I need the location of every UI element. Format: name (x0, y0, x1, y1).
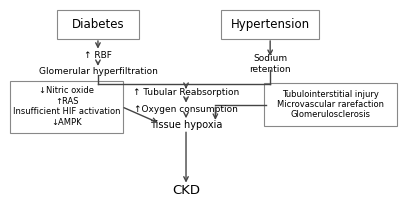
Text: Glomerular hyperfiltration: Glomerular hyperfiltration (38, 67, 157, 76)
Text: CKD: CKD (172, 184, 200, 197)
FancyBboxPatch shape (10, 81, 123, 133)
Text: Tissue hypoxia: Tissue hypoxia (150, 120, 222, 130)
Text: Hypertension: Hypertension (230, 18, 310, 31)
Text: ↑ Tubular Reabsorption: ↑ Tubular Reabsorption (133, 88, 239, 97)
FancyBboxPatch shape (221, 10, 319, 39)
Text: ↑Oxygen consumption: ↑Oxygen consumption (134, 104, 238, 113)
Text: ↑ RBF: ↑ RBF (84, 51, 112, 60)
Text: Diabetes: Diabetes (72, 18, 124, 31)
FancyBboxPatch shape (57, 10, 139, 39)
Text: ↓Nitric oxide
↑RAS
Insufficient HIF activation
↓AMPK: ↓Nitric oxide ↑RAS Insufficient HIF acti… (13, 87, 120, 127)
Text: Sodium
retention: Sodium retention (249, 54, 291, 74)
FancyBboxPatch shape (264, 83, 397, 126)
Text: Tubulointerstitial injury
Microvascular rarefaction
Glomerulosclerosis: Tubulointerstitial injury Microvascular … (277, 90, 384, 119)
